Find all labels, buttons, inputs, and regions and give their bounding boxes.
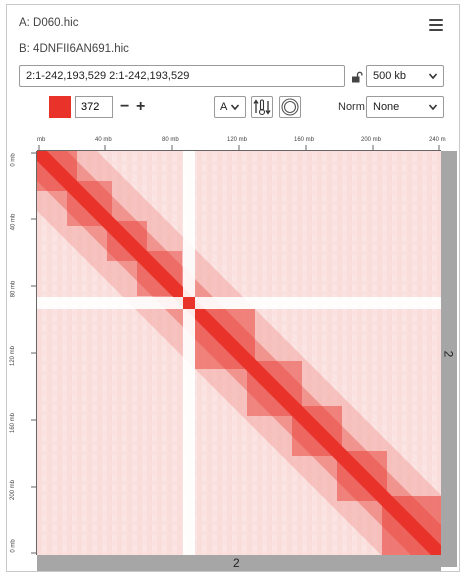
x-chromosome-label: 2 <box>233 556 240 570</box>
top-tick-label: 240 m <box>429 137 446 143</box>
dataset-a-label: A: D060.hic <box>19 17 79 29</box>
left-tick-label: 0 mb <box>10 539 17 553</box>
left-tick-label: 160 mb <box>10 412 17 434</box>
bottom-chromosome-bar[interactable] <box>37 555 441 571</box>
high-color-swatch[interactable] <box>49 96 71 118</box>
circle-rings-icon <box>281 98 299 116</box>
top-tick-label: mb <box>37 137 46 143</box>
left-tick-label: 40 mb <box>10 213 17 231</box>
decrease-scale-button[interactable]: − <box>120 98 130 115</box>
chevron-down-icon <box>230 104 240 111</box>
balance-toggle-button[interactable] <box>279 96 301 118</box>
left-tick-label: 80 mb <box>10 280 17 298</box>
left-ruler-ticks <box>31 151 37 555</box>
resolution-select[interactable]: 500 kb <box>366 65 444 87</box>
top-tick-label: 120 mb <box>227 137 248 143</box>
dataset-b-label: B: 4DNFII6AN691.hic <box>19 43 129 55</box>
norm-label: Norm <box>338 101 365 113</box>
top-tick-label: 200 mb <box>361 137 382 143</box>
top-tick-label: 40 mb <box>95 137 112 143</box>
resolution-value: 500 kb <box>373 70 407 82</box>
hamburger-menu-icon[interactable] <box>429 19 443 31</box>
display-mode-select[interactable]: A <box>214 96 246 118</box>
top-ruler: mb 40 mb 80 mb 120 mb 160 mb 200 mb 240 … <box>37 131 447 151</box>
left-tick-label: 120 mb <box>10 345 17 367</box>
thermometer-arrows-icon <box>253 99 271 116</box>
chevron-down-icon <box>428 73 438 80</box>
increase-scale-button[interactable]: + <box>136 98 146 115</box>
top-tick-label: 80 mb <box>162 137 179 143</box>
color-scale-max-input[interactable] <box>75 96 113 118</box>
display-mode-value: A <box>220 101 228 113</box>
hic-viewer-panel: A: D060.hic B: 4DNFII6AN691.hic 500 kb −… <box>6 4 460 572</box>
contact-map-heatmap <box>37 151 441 555</box>
low-color-swatch[interactable] <box>21 96 43 118</box>
left-ruler: 0 mb 40 mb 80 mb 120 mb 160 mb 200 mb 0 … <box>10 151 37 555</box>
contact-map[interactable] <box>37 151 441 555</box>
locus-input[interactable] <box>19 65 345 87</box>
top-tick-label: 160 mb <box>294 137 315 143</box>
y-chromosome-label: 2 <box>441 350 456 358</box>
right-chromosome-bar[interactable] <box>441 151 457 567</box>
left-tick-label: 200 mb <box>10 479 17 501</box>
left-tick-label: 0 mb <box>10 153 17 167</box>
unlock-icon[interactable] <box>351 71 363 83</box>
chevron-down-icon <box>428 104 438 111</box>
normalization-select[interactable]: None <box>366 96 444 118</box>
normalization-value: None <box>373 101 400 113</box>
top-ruler-ticks <box>37 145 441 151</box>
color-scale-toggle-button[interactable] <box>251 96 273 118</box>
